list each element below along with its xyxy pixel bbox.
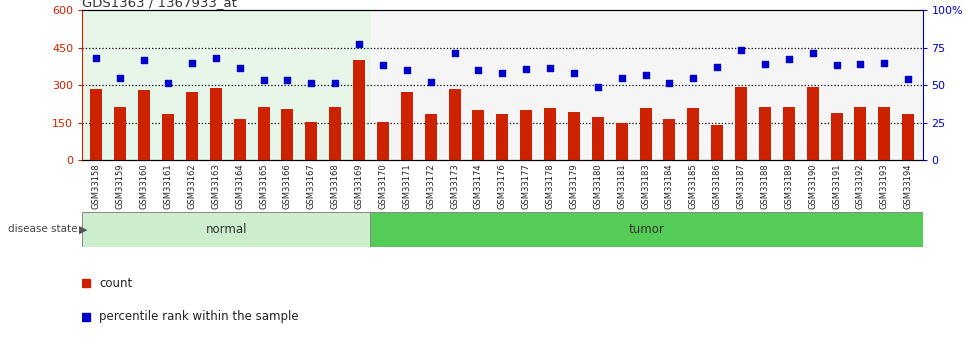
Bar <box>186 92 198 160</box>
Point <box>352 41 367 47</box>
Point <box>208 55 223 61</box>
Bar <box>138 90 150 160</box>
Bar <box>401 92 412 160</box>
Bar <box>639 108 651 160</box>
Point <box>853 61 868 67</box>
Text: percentile rank within the sample: percentile rank within the sample <box>99 310 298 323</box>
Bar <box>425 114 437 160</box>
Point <box>327 80 343 86</box>
Bar <box>759 107 771 160</box>
Bar <box>735 87 747 160</box>
Point <box>590 84 606 89</box>
Point <box>447 50 463 56</box>
Bar <box>807 87 818 160</box>
Point <box>256 78 271 83</box>
Bar <box>664 119 675 160</box>
Point <box>686 75 701 81</box>
Bar <box>472 110 484 160</box>
Bar <box>354 60 365 160</box>
Bar <box>615 123 628 160</box>
Point <box>805 50 820 56</box>
Text: ▶: ▶ <box>79 225 88 234</box>
Point <box>280 78 296 83</box>
Bar <box>497 114 508 160</box>
Bar <box>370 212 923 247</box>
Bar <box>568 112 580 160</box>
Text: GDS1363 / 1367933_at: GDS1363 / 1367933_at <box>82 0 237 9</box>
Bar <box>91 89 102 160</box>
Bar <box>82 10 371 160</box>
Point <box>160 80 176 86</box>
Point <box>470 68 486 73</box>
Bar <box>782 107 795 160</box>
Point <box>113 75 128 81</box>
Point <box>542 65 557 71</box>
Bar <box>544 108 556 160</box>
Bar <box>371 10 923 160</box>
Bar <box>448 89 461 160</box>
Point <box>733 48 749 53</box>
Point <box>232 65 247 71</box>
Point <box>614 75 630 81</box>
Point <box>638 72 653 78</box>
Point <box>829 63 844 68</box>
Bar <box>329 107 341 160</box>
Point <box>876 60 892 66</box>
Point <box>423 79 439 85</box>
Point <box>781 56 797 62</box>
Bar <box>831 113 842 160</box>
Bar <box>521 110 532 160</box>
Bar <box>592 117 604 160</box>
Text: normal: normal <box>206 223 247 236</box>
Bar <box>711 125 724 160</box>
Point <box>136 58 152 63</box>
Point <box>185 60 200 66</box>
Point <box>757 61 773 67</box>
Bar <box>114 107 127 160</box>
Bar <box>305 122 317 160</box>
Point <box>89 55 104 61</box>
Text: count: count <box>99 277 132 290</box>
Bar <box>377 122 389 160</box>
Text: tumor: tumor <box>629 223 665 236</box>
Point <box>495 70 510 76</box>
Bar <box>688 108 699 160</box>
Point <box>303 80 319 86</box>
Bar <box>855 107 867 160</box>
Point <box>662 80 677 86</box>
Point <box>399 68 414 73</box>
Point <box>709 64 724 69</box>
Bar <box>234 119 245 160</box>
Bar <box>878 107 891 160</box>
Bar <box>210 88 222 160</box>
Text: disease state: disease state <box>8 225 77 234</box>
Point <box>900 76 916 82</box>
Bar <box>281 109 294 160</box>
Bar <box>162 114 174 160</box>
Bar <box>82 212 370 247</box>
Point <box>566 70 582 76</box>
Bar <box>902 114 914 160</box>
Point <box>519 66 534 72</box>
Point <box>375 63 390 68</box>
Bar <box>258 107 270 160</box>
